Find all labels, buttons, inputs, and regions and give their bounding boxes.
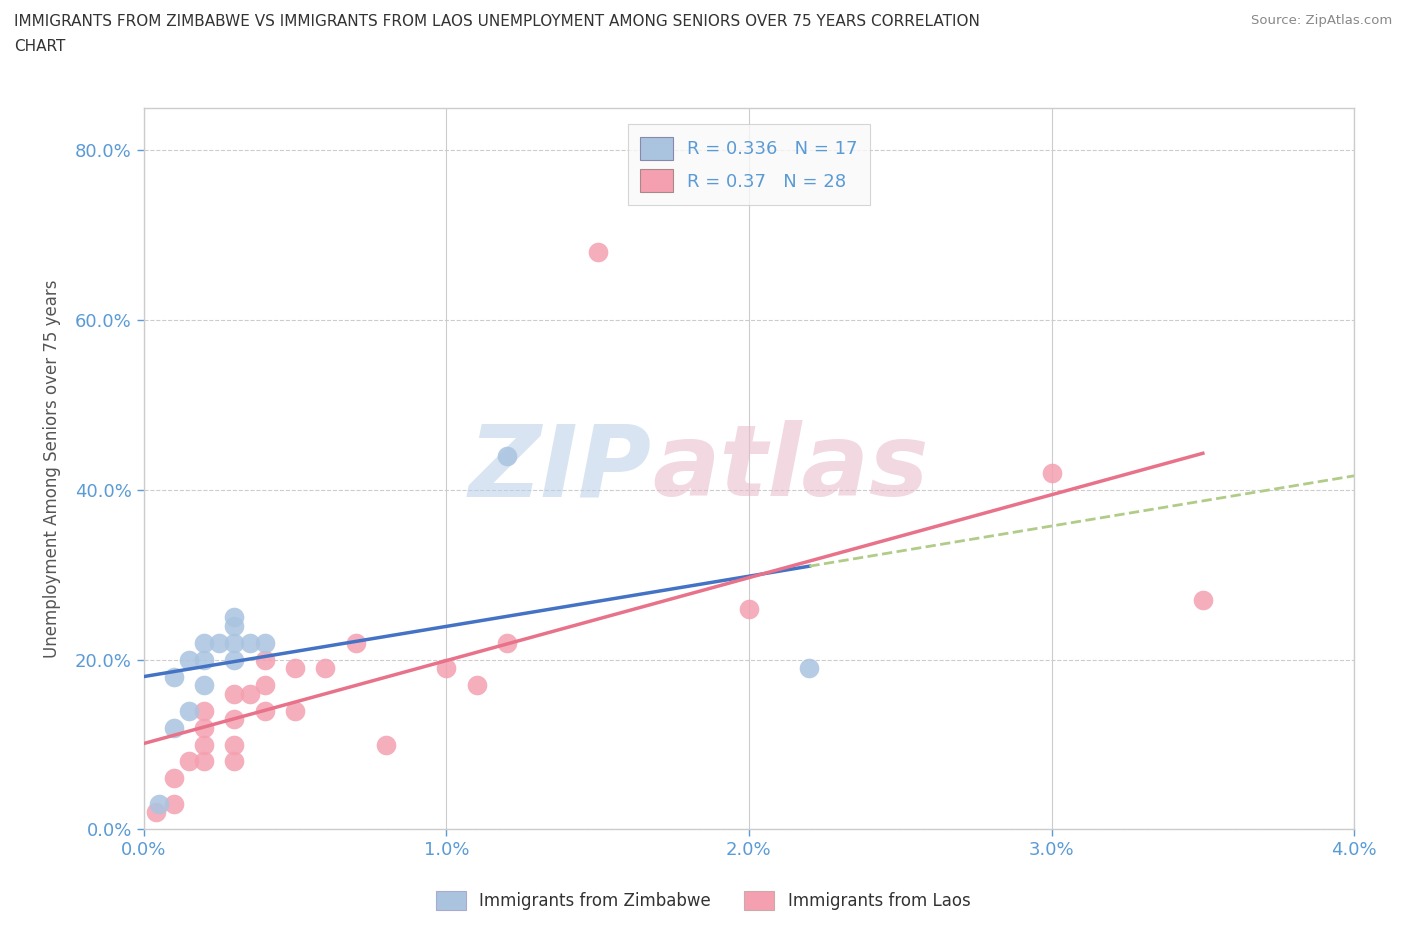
Point — [224, 754, 246, 769]
Point — [344, 635, 367, 650]
Text: ZIP: ZIP — [470, 420, 652, 517]
Text: IMMIGRANTS FROM ZIMBABWE VS IMMIGRANTS FROM LAOS UNEMPLOYMENT AMONG SENIORS OVER: IMMIGRANTS FROM ZIMBABWE VS IMMIGRANTS F… — [14, 14, 980, 54]
Point — [224, 686, 246, 701]
Y-axis label: Unemployment Among Seniors over 75 years: Unemployment Among Seniors over 75 years — [44, 279, 60, 658]
Point — [738, 602, 761, 617]
Text: Source: ZipAtlas.com: Source: ZipAtlas.com — [1251, 14, 1392, 27]
Point — [145, 805, 167, 820]
Legend: R = 0.336   N = 17, R = 0.37   N = 28: R = 0.336 N = 17, R = 0.37 N = 28 — [627, 125, 870, 205]
Point — [177, 754, 200, 769]
Point — [177, 703, 200, 718]
Point — [224, 635, 246, 650]
Point — [163, 720, 186, 735]
Point — [208, 635, 231, 650]
Point — [495, 448, 517, 463]
Point — [253, 678, 276, 693]
Point — [586, 245, 609, 259]
Point — [224, 652, 246, 667]
Point — [253, 703, 276, 718]
Legend: Immigrants from Zimbabwe, Immigrants from Laos: Immigrants from Zimbabwe, Immigrants fro… — [429, 884, 977, 917]
Point — [1040, 466, 1063, 481]
Point — [193, 737, 215, 752]
Point — [314, 660, 336, 675]
Point — [224, 610, 246, 625]
Point — [177, 652, 200, 667]
Point — [193, 652, 215, 667]
Point — [253, 652, 276, 667]
Point — [163, 796, 186, 811]
Point — [1191, 592, 1213, 607]
Point — [284, 660, 307, 675]
Point — [193, 678, 215, 693]
Point — [239, 635, 262, 650]
Text: atlas: atlas — [652, 420, 928, 517]
Point — [374, 737, 396, 752]
Point — [253, 635, 276, 650]
Point — [163, 771, 186, 786]
Point — [495, 635, 517, 650]
Point — [434, 660, 457, 675]
Point — [239, 686, 262, 701]
Point — [284, 703, 307, 718]
Point — [193, 720, 215, 735]
Point — [193, 754, 215, 769]
Point — [193, 635, 215, 650]
Point — [163, 670, 186, 684]
Point — [224, 711, 246, 726]
Point — [224, 618, 246, 633]
Point — [224, 737, 246, 752]
Point — [465, 678, 488, 693]
Point — [193, 703, 215, 718]
Point — [799, 660, 821, 675]
Point — [148, 796, 170, 811]
